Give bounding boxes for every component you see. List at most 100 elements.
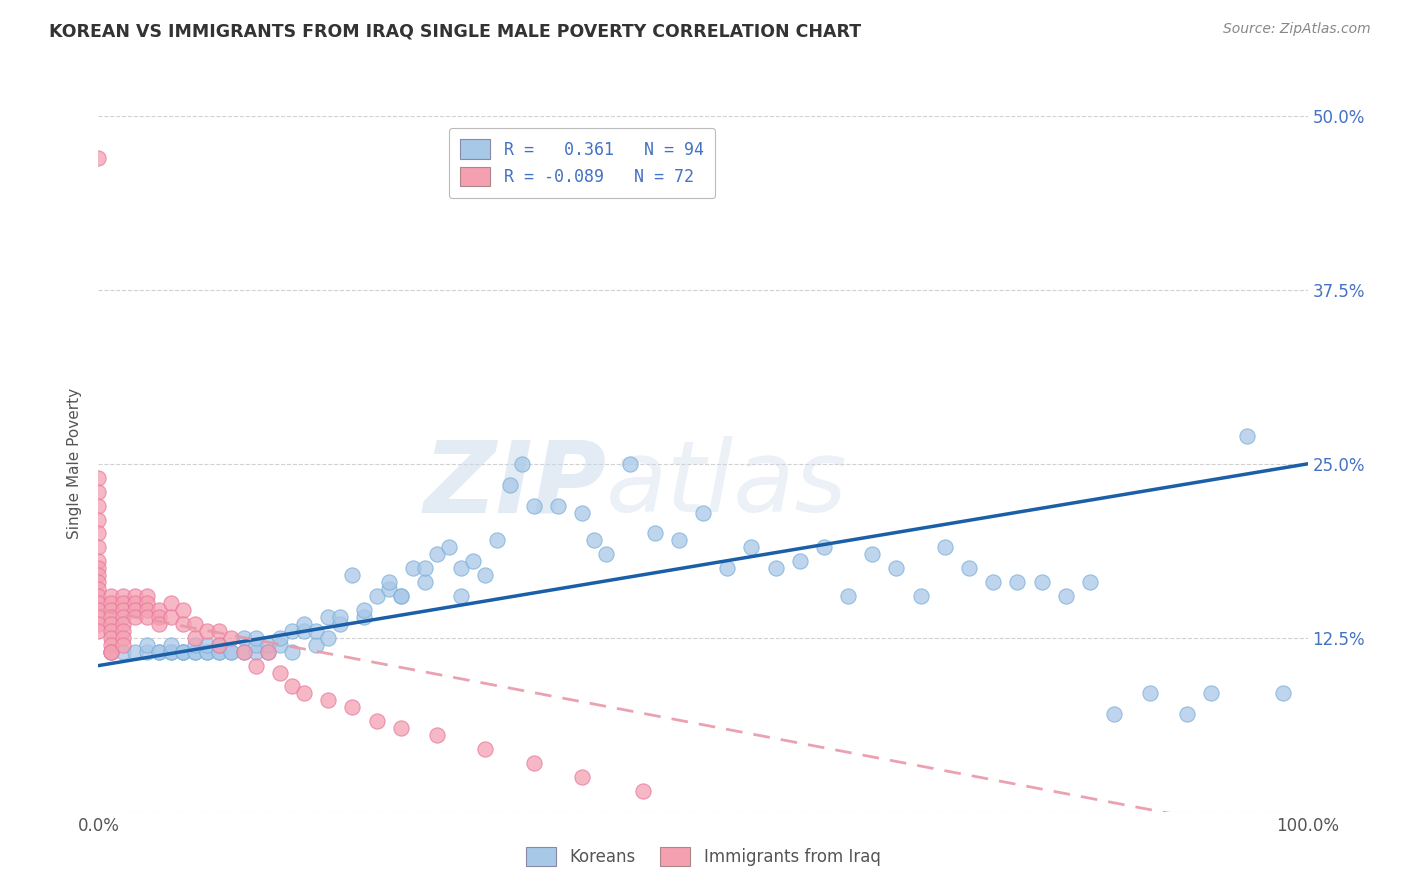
Point bbox=[934, 541, 956, 555]
Point bbox=[148, 616, 170, 631]
Point bbox=[342, 568, 364, 582]
Point bbox=[619, 457, 641, 471]
Point bbox=[377, 575, 399, 590]
Point bbox=[172, 645, 194, 659]
Point bbox=[160, 596, 183, 610]
Point bbox=[184, 616, 207, 631]
Point bbox=[87, 596, 110, 610]
Point bbox=[595, 547, 617, 561]
Point bbox=[111, 638, 134, 652]
Point bbox=[87, 589, 110, 603]
Point bbox=[221, 631, 243, 645]
Point bbox=[1236, 429, 1258, 443]
Point bbox=[957, 561, 980, 575]
Point bbox=[172, 645, 194, 659]
Point bbox=[1007, 575, 1029, 590]
Point bbox=[160, 645, 183, 659]
Text: ZIP: ZIP bbox=[423, 436, 606, 533]
Point bbox=[474, 568, 496, 582]
Point bbox=[184, 645, 207, 659]
Point bbox=[100, 603, 122, 617]
Point bbox=[256, 645, 278, 659]
Point bbox=[87, 582, 110, 596]
Point bbox=[124, 645, 146, 659]
Point bbox=[111, 631, 134, 645]
Point bbox=[426, 728, 449, 742]
Point bbox=[87, 541, 110, 555]
Point bbox=[1272, 686, 1295, 700]
Point bbox=[316, 693, 339, 707]
Text: atlas: atlas bbox=[606, 436, 848, 533]
Point bbox=[87, 561, 110, 575]
Point bbox=[245, 638, 267, 652]
Point bbox=[135, 645, 157, 659]
Point bbox=[692, 506, 714, 520]
Point bbox=[87, 512, 110, 526]
Point bbox=[571, 506, 593, 520]
Point bbox=[910, 589, 932, 603]
Point bbox=[366, 714, 388, 729]
Point bbox=[100, 610, 122, 624]
Point bbox=[100, 645, 122, 659]
Point bbox=[292, 616, 315, 631]
Point bbox=[221, 645, 243, 659]
Point bbox=[644, 526, 666, 541]
Point bbox=[111, 589, 134, 603]
Point bbox=[208, 638, 231, 652]
Point bbox=[269, 631, 291, 645]
Point bbox=[305, 638, 328, 652]
Point bbox=[160, 645, 183, 659]
Point bbox=[498, 477, 520, 491]
Point bbox=[100, 638, 122, 652]
Point bbox=[886, 561, 908, 575]
Text: Source: ZipAtlas.com: Source: ZipAtlas.com bbox=[1223, 22, 1371, 37]
Point bbox=[1031, 575, 1053, 590]
Point bbox=[716, 561, 738, 575]
Point bbox=[87, 484, 110, 499]
Point bbox=[426, 547, 449, 561]
Point bbox=[366, 589, 388, 603]
Point bbox=[353, 610, 375, 624]
Point bbox=[1139, 686, 1161, 700]
Point bbox=[583, 533, 606, 548]
Point bbox=[172, 603, 194, 617]
Point bbox=[450, 561, 472, 575]
Point bbox=[87, 568, 110, 582]
Point bbox=[981, 575, 1004, 590]
Point bbox=[87, 603, 110, 617]
Point bbox=[100, 589, 122, 603]
Point bbox=[195, 624, 218, 638]
Point bbox=[377, 582, 399, 596]
Point bbox=[195, 638, 218, 652]
Point bbox=[135, 596, 157, 610]
Point bbox=[474, 742, 496, 756]
Point bbox=[437, 541, 460, 555]
Y-axis label: Single Male Poverty: Single Male Poverty bbox=[67, 388, 83, 540]
Point bbox=[135, 638, 157, 652]
Point bbox=[208, 645, 231, 659]
Point bbox=[329, 616, 352, 631]
Point bbox=[269, 638, 291, 652]
Point bbox=[87, 610, 110, 624]
Point bbox=[765, 561, 787, 575]
Point bbox=[813, 541, 835, 555]
Point bbox=[413, 575, 436, 590]
Point bbox=[87, 471, 110, 485]
Point bbox=[100, 645, 122, 659]
Point bbox=[111, 603, 134, 617]
Point bbox=[523, 499, 546, 513]
Point bbox=[245, 645, 267, 659]
Point bbox=[148, 610, 170, 624]
Point bbox=[413, 561, 436, 575]
Point bbox=[1102, 707, 1125, 722]
Point bbox=[1175, 707, 1198, 722]
Point bbox=[208, 638, 231, 652]
Point bbox=[100, 616, 122, 631]
Point bbox=[148, 603, 170, 617]
Point bbox=[1078, 575, 1101, 590]
Point bbox=[184, 645, 207, 659]
Point bbox=[523, 756, 546, 770]
Point bbox=[232, 645, 254, 659]
Point bbox=[87, 526, 110, 541]
Point bbox=[172, 616, 194, 631]
